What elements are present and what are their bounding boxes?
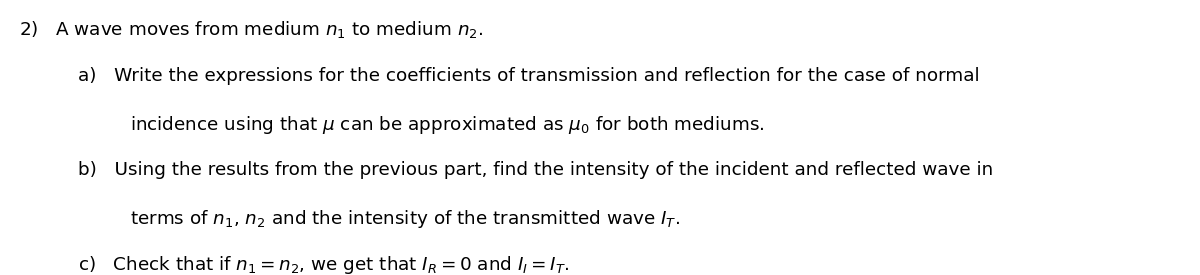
Text: a)   Write the expressions for the coefficients of transmission and reflection f: a) Write the expressions for the coeffic… [78,67,979,85]
Text: b)   Using the results from the previous part, find the intensity of the inciden: b) Using the results from the previous p… [78,161,994,179]
Text: incidence using that $\mu$ can be approximated as $\mu_0$ for both mediums.: incidence using that $\mu$ can be approx… [130,114,764,136]
Text: 2)   A wave moves from medium $n_1$ to medium $n_2$.: 2) A wave moves from medium $n_1$ to med… [19,19,484,40]
Text: c)   Check that if $n_1 = n_2$, we get that $I_R = 0$ and $I_I = I_T$.: c) Check that if $n_1 = n_2$, we get tha… [78,254,569,275]
Text: terms of $n_1$, $n_2$ and the intensity of the transmitted wave $I_T$.: terms of $n_1$, $n_2$ and the intensity … [130,208,679,230]
